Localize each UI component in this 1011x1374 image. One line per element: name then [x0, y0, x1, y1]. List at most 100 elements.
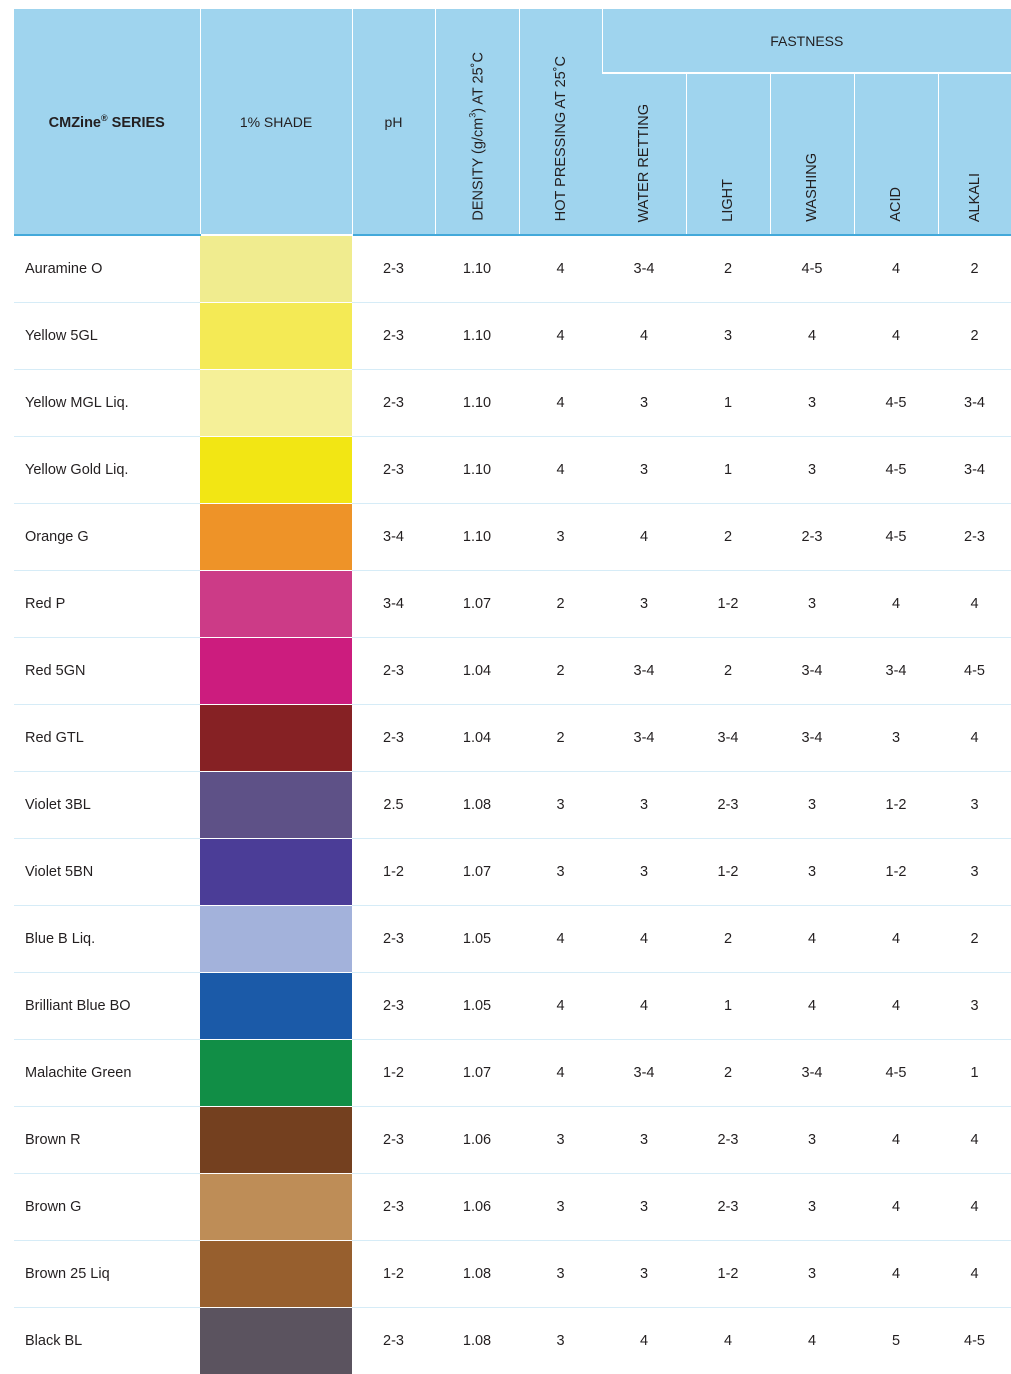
ph-cell: 2-3 — [352, 705, 435, 772]
density-cell: 1.07 — [435, 571, 519, 638]
shade-swatch — [200, 839, 352, 906]
alkali-cell: 2 — [938, 235, 1011, 303]
washing-cell: 3 — [770, 839, 854, 906]
alkali-cell: 3-4 — [938, 370, 1011, 437]
density-column-header: DENSITY (g/cm3) AT 25˚C — [435, 9, 519, 235]
hot-pressing-cell: 4 — [519, 370, 602, 437]
acid-cell: 1-2 — [854, 772, 938, 839]
washing-cell: 3 — [770, 1174, 854, 1241]
hot-pressing-cell: 4 — [519, 973, 602, 1040]
acid-cell: 5 — [854, 1308, 938, 1374]
light-cell: 3 — [686, 303, 770, 370]
water-retting-cell: 4 — [602, 906, 686, 973]
series-header-suffix: SERIES — [108, 114, 165, 130]
shade-swatch — [200, 705, 352, 772]
light-cell: 2-3 — [686, 1107, 770, 1174]
ph-cell: 2-3 — [352, 303, 435, 370]
acid-cell: 4 — [854, 973, 938, 1040]
washing-cell: 3 — [770, 772, 854, 839]
density-header-unit: ) AT 25˚C — [470, 52, 486, 113]
hot-pressing-header-text: HOT PRESSING AT 25˚C — [553, 56, 569, 221]
acid-column-header: ACID — [854, 73, 938, 235]
alkali-header-text: ALKALI — [967, 173, 983, 222]
density-cell: 1.10 — [435, 235, 519, 303]
ph-cell: 2-3 — [352, 235, 435, 303]
shade-swatch — [200, 1241, 352, 1308]
light-cell: 2 — [686, 504, 770, 571]
acid-cell: 4-5 — [854, 504, 938, 571]
washing-cell: 3 — [770, 1107, 854, 1174]
water-retting-cell: 4 — [602, 303, 686, 370]
alkali-cell: 3 — [938, 973, 1011, 1040]
hot-pressing-cell: 3 — [519, 1174, 602, 1241]
shade-swatch — [200, 973, 352, 1040]
shade-swatch — [200, 571, 352, 638]
acid-cell: 1-2 — [854, 839, 938, 906]
table-header: CMZine® SERIES 1% SHADE pH DENSITY (g/cm… — [14, 9, 1011, 235]
ph-column-header: pH — [352, 9, 435, 235]
water-retting-header-text: WATER RETTING — [636, 104, 652, 222]
light-cell: 2 — [686, 235, 770, 303]
acid-cell: 4-5 — [854, 370, 938, 437]
washing-cell: 3 — [770, 571, 854, 638]
hot-pressing-cell: 3 — [519, 504, 602, 571]
series-name-cell: Violet 3BL — [14, 772, 200, 839]
ph-cell: 2-3 — [352, 437, 435, 504]
water-retting-cell: 4 — [602, 973, 686, 1040]
water-retting-cell: 3 — [602, 437, 686, 504]
alkali-cell: 4 — [938, 1107, 1011, 1174]
hot-pressing-cell: 3 — [519, 1107, 602, 1174]
hot-pressing-cell: 4 — [519, 235, 602, 303]
ph-cell: 1-2 — [352, 1241, 435, 1308]
light-cell: 1-2 — [686, 839, 770, 906]
ph-cell: 3-4 — [352, 504, 435, 571]
light-cell: 2 — [686, 638, 770, 705]
density-cell: 1.06 — [435, 1174, 519, 1241]
shade-swatch — [200, 1040, 352, 1107]
water-retting-cell: 3-4 — [602, 1040, 686, 1107]
ph-cell: 1-2 — [352, 839, 435, 906]
washing-cell: 3 — [770, 370, 854, 437]
light-cell: 1 — [686, 973, 770, 1040]
series-name-cell: Blue B Liq. — [14, 906, 200, 973]
hot-pressing-cell: 2 — [519, 571, 602, 638]
acid-cell: 4 — [854, 235, 938, 303]
washing-cell: 3 — [770, 437, 854, 504]
ph-cell: 2-3 — [352, 1174, 435, 1241]
washing-cell: 4-5 — [770, 235, 854, 303]
ph-cell: 2.5 — [352, 772, 435, 839]
series-name-cell: Yellow MGL Liq. — [14, 370, 200, 437]
light-cell: 1 — [686, 437, 770, 504]
density-header-sup: 3 — [468, 113, 478, 118]
alkali-column-header: ALKALI — [938, 73, 1011, 235]
acid-cell: 3 — [854, 705, 938, 772]
water-retting-cell: 3 — [602, 1241, 686, 1308]
ph-cell: 2-3 — [352, 370, 435, 437]
acid-cell: 4 — [854, 1174, 938, 1241]
series-name-cell: Brown 25 Liq — [14, 1241, 200, 1308]
hot-pressing-cell: 4 — [519, 1040, 602, 1107]
ph-cell: 2-3 — [352, 638, 435, 705]
light-cell: 2 — [686, 1040, 770, 1107]
water-retting-cell: 4 — [602, 1308, 686, 1374]
series-name-cell: Malachite Green — [14, 1040, 200, 1107]
water-retting-cell: 3 — [602, 1174, 686, 1241]
hot-pressing-cell: 3 — [519, 1241, 602, 1308]
registered-mark: ® — [101, 113, 108, 123]
series-name-cell: Brilliant Blue BO — [14, 973, 200, 1040]
acid-cell: 3-4 — [854, 638, 938, 705]
hot-pressing-cell: 3 — [519, 839, 602, 906]
density-cell: 1.08 — [435, 1241, 519, 1308]
acid-cell: 4 — [854, 1107, 938, 1174]
alkali-cell: 4 — [938, 705, 1011, 772]
washing-cell: 2-3 — [770, 504, 854, 571]
